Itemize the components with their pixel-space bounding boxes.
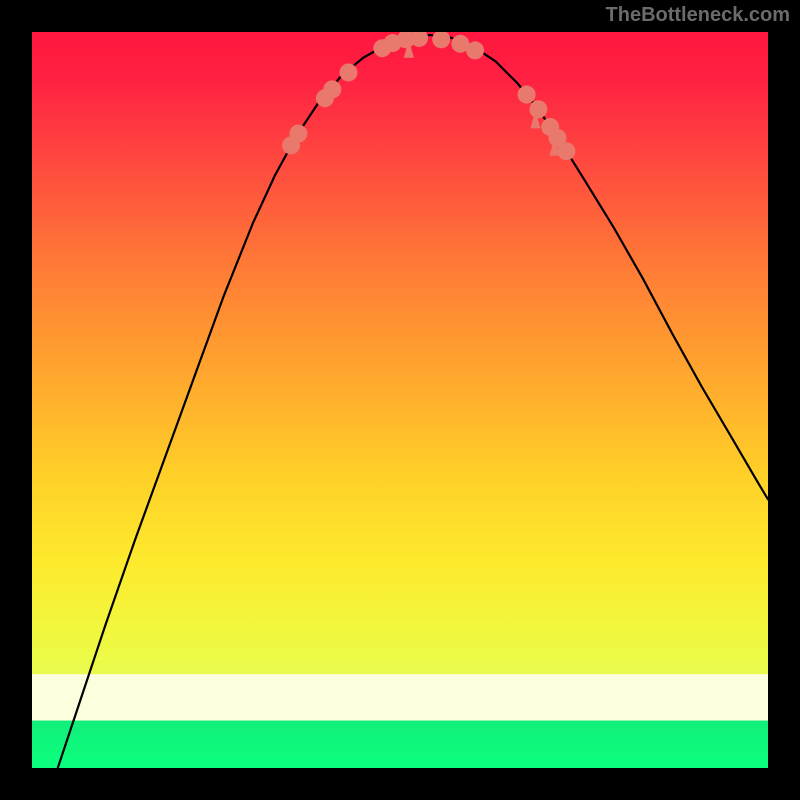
marker-point: [323, 80, 341, 98]
watermark-text: TheBottleneck.com: [606, 4, 790, 27]
bottleneck-curve-chart: [32, 32, 768, 768]
curve-line: [58, 35, 768, 768]
marker-point: [339, 63, 357, 81]
plot-frame: [0, 0, 800, 800]
marker-point: [529, 100, 547, 118]
marker-point: [466, 41, 484, 59]
marker-point: [289, 125, 307, 143]
plot-area: [32, 32, 768, 768]
marker-point: [557, 142, 575, 160]
marker-points-group: [282, 32, 575, 160]
marker-flames-group: [404, 40, 560, 156]
marker-point: [518, 86, 536, 104]
marker-point: [432, 32, 450, 48]
